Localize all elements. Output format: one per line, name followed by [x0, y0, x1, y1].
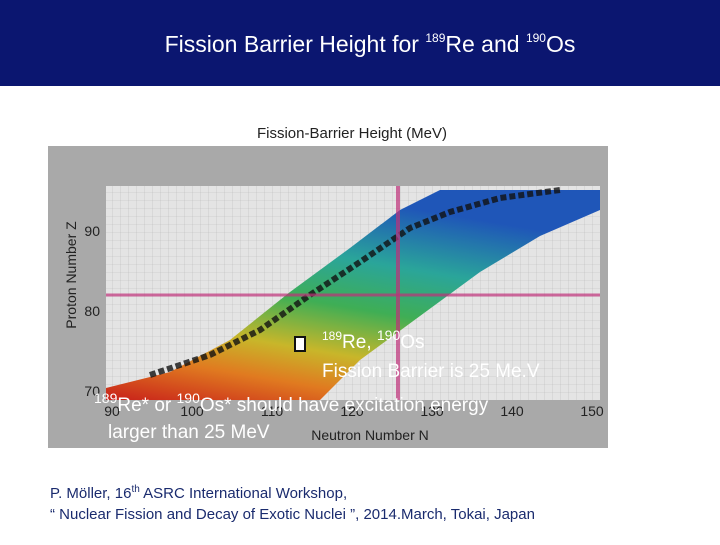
excitation-label: 189Re* or 190Os* should have excitation …: [94, 390, 489, 416]
excitation-label-2: larger than 25 MeV: [108, 422, 270, 443]
x-tick-label: 90: [104, 403, 120, 419]
nucleus-marker: [294, 336, 306, 352]
x-axis-label: Neutron Number N: [311, 427, 429, 443]
x-tick-label: 100: [180, 403, 204, 419]
stability-valley: [149, 187, 561, 378]
x-tick-label: 110: [261, 403, 284, 419]
x-tick-label: 120: [340, 403, 364, 419]
y-tick-label: 70: [84, 383, 100, 399]
y-tick-label: 80: [84, 303, 100, 319]
figure: Fission-Barrier Height (MeV) 48121620242…: [48, 125, 608, 448]
x-tick-label: 130: [420, 403, 444, 419]
citation-line-1: P. Möller, 16th ASRC International Works…: [50, 484, 347, 502]
citation-line-2: “ Nuclear Fission and Decay of Exotic Nu…: [50, 506, 535, 523]
nucleus-label: 189Re, 190Os: [322, 327, 425, 353]
figure-title: Fission-Barrier Height (MeV): [257, 125, 447, 142]
y-tick-label: 90: [84, 223, 100, 239]
title-bar: [0, 0, 720, 86]
x-tick-label: 150: [580, 403, 604, 419]
slide-title: Fission Barrier Height for 189Re and 190…: [165, 31, 576, 57]
barrier-label: Fission Barrier is 25 Me.V: [322, 361, 540, 382]
y-axis-label: Proton Number Z: [63, 221, 79, 329]
x-tick-label: 140: [500, 403, 524, 419]
